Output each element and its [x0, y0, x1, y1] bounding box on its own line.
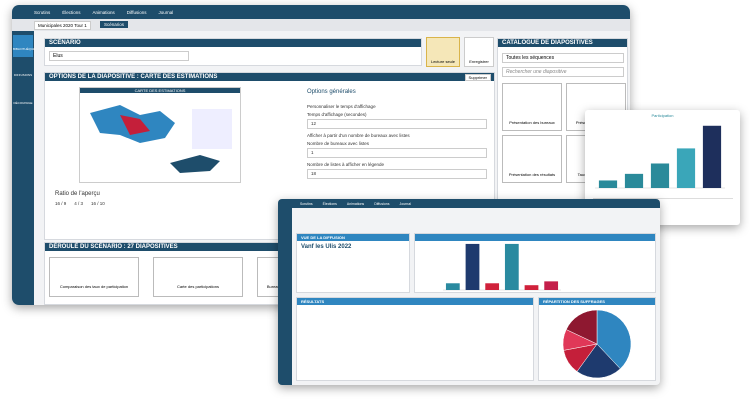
panel-title: SCÉNARIO — [45, 39, 421, 47]
map — [90, 105, 232, 173]
pie-panel: RÉPARTITION DES SUFFRAGES — [538, 297, 656, 381]
label: Nombre de listes à afficher en légende — [307, 162, 384, 167]
label: Afficher à partir d'un nombre de bureaux… — [307, 133, 410, 138]
bar — [624, 173, 644, 188]
chart — [595, 125, 725, 189]
search-input[interactable]: Rechercher une diapositive — [502, 67, 624, 77]
catalog-item: Présentation des bureaux — [502, 83, 562, 131]
sidebar — [278, 208, 292, 385]
panel-title: CATALOGUE DE DIAPOSITIVES — [498, 39, 627, 47]
nav-item: Animations — [346, 201, 365, 206]
button[interactable]: Lecture seule — [426, 37, 460, 67]
scenario-select[interactable]: Elus — [49, 51, 189, 61]
nav-item[interactable]: Animations — [92, 9, 115, 15]
slide-label: Carte des participations — [176, 284, 220, 289]
nav-bar: Scrutins Élections Animations Diffusions Jou… — [12, 5, 630, 19]
bar — [650, 163, 670, 188]
input: 18 — [307, 169, 487, 179]
nav-item: Diffusions — [374, 201, 390, 206]
chart-window: Participation — [585, 110, 740, 225]
radio[interactable]: 4 / 3 — [74, 201, 84, 206]
tab-bar: Municipales 2020 Tour 1 Scénarios — [12, 19, 630, 31]
tab[interactable]: Scénarios — [100, 21, 129, 28]
chart — [443, 243, 561, 291]
slide-thumb: Comparaison des taux de participation — [49, 257, 139, 297]
label: Personnaliser le temps d'affichage — [307, 104, 376, 109]
filter-select[interactable]: Toutes les séquences — [502, 53, 624, 63]
panel-title: RÉSULTATS — [297, 298, 533, 305]
radio[interactable]: 16 / 10 — [91, 201, 105, 206]
sidebar-item[interactable]: BIBLIOTHÈQUE — [13, 35, 35, 57]
label: Temps d'affichage (secondes) — [307, 112, 367, 117]
panel-title: VUE DE LA DIFFUSION — [297, 234, 409, 241]
chart-title: Participation — [651, 113, 674, 118]
results-panel: RÉSULTATS — [296, 297, 534, 381]
tab[interactable]: Municipales 2020 Tour 1 — [34, 21, 91, 30]
results-window: Scrutins Élections Animations Diffusions Jou… — [278, 199, 660, 385]
nav-item[interactable]: Scrutins — [34, 9, 51, 15]
bar — [702, 125, 722, 188]
delete-button[interactable]: Supprimer — [464, 74, 491, 81]
pie-slice — [565, 309, 598, 345]
catalog-label: Présentation des résultats — [508, 172, 556, 177]
panel-title: OPTIONS DE LA DIAPOSITIVE : CARTE DES ES… — [45, 73, 494, 81]
radio[interactable]: 16 / 9 — [55, 201, 67, 206]
label: Ratio de l'aperçu — [55, 191, 100, 197]
pie-slice — [596, 309, 632, 370]
nav-item[interactable]: Journal — [158, 9, 174, 15]
nav-item: Journal — [399, 201, 411, 206]
button[interactable]: Enregistrer — [464, 37, 494, 67]
fields: Personnaliser le temps d'affichage Temps … — [307, 103, 487, 182]
input: 12 — [307, 119, 487, 129]
sidebar-item[interactable]: DIFFUSIONS — [13, 73, 33, 77]
bar — [676, 148, 696, 188]
nav-item: Élections — [322, 201, 337, 206]
input: 1 — [307, 148, 487, 158]
catalog-item: Présentation des résultats — [502, 135, 562, 183]
panel-title: RÉPARTITION DES SUFFRAGES — [539, 298, 655, 305]
bar — [465, 243, 480, 290]
bar-panel — [414, 233, 656, 293]
section-title: Options générales — [307, 89, 356, 95]
bar — [445, 283, 460, 290]
nav-item[interactable]: Élections — [62, 9, 81, 15]
slide-thumb: Carte des participations — [153, 257, 243, 297]
options-panel: OPTIONS DE LA DIAPOSITIVE : CARTE DES ES… — [44, 72, 495, 240]
nav-item: Scrutins — [300, 201, 313, 206]
map-title: CARTE DES ESTIMATIONS — [80, 88, 240, 93]
chart — [562, 309, 632, 379]
panel-title: DÉROULÉ DU SCÉNARIO : 27 DIAPOSITIVES — [45, 243, 494, 251]
scenario-panel: SCÉNARIO Elus — [44, 38, 422, 66]
label: Nombre de bureaux avec listes — [307, 141, 370, 146]
slide-label: Comparaison des taux de participation — [59, 284, 129, 289]
election-name: Vanf les Ulis 2022 — [301, 244, 352, 250]
bar — [598, 180, 618, 188]
sidebar: BIBLIOTHÈQUE DIFFUSIONS DÉCOUPAGE — [12, 31, 35, 305]
pie-slice — [576, 343, 621, 379]
info-panel: VUE DE LA DIFFUSION Vanf les Ulis 2022 — [296, 233, 410, 293]
bar — [524, 285, 539, 290]
sidebar-item[interactable]: DÉCOUPAGE — [13, 101, 33, 105]
bar — [544, 281, 559, 290]
bar — [504, 243, 519, 290]
nav-item[interactable]: Diffusions — [126, 9, 147, 15]
nav-bar: Scrutins Élections Animations Diffusions Jou… — [278, 199, 660, 208]
bar — [485, 283, 500, 290]
catalog-label: Présentation des bureaux — [509, 120, 555, 125]
map-preview: CARTE DES ESTIMATIONS — [79, 87, 241, 183]
